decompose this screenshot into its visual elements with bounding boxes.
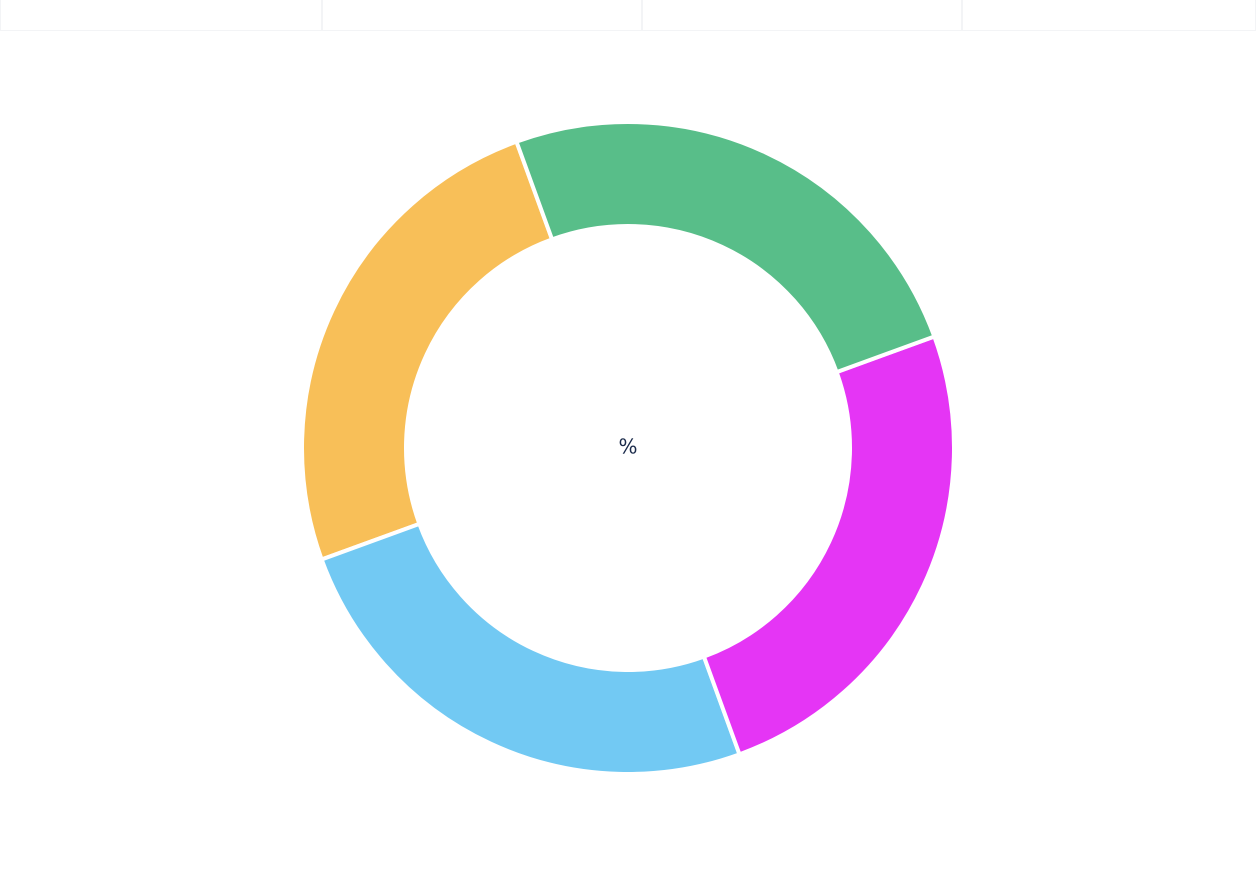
- donut-slice: [319, 521, 743, 776]
- center-label: %: [618, 435, 637, 459]
- tab[interactable]: [0, 0, 322, 31]
- donut-slice: [513, 120, 937, 375]
- tab[interactable]: [322, 0, 642, 31]
- donut-slice: [300, 139, 555, 563]
- donut-slice: [701, 333, 956, 757]
- tab[interactable]: [962, 0, 1256, 31]
- tab[interactable]: [642, 0, 962, 31]
